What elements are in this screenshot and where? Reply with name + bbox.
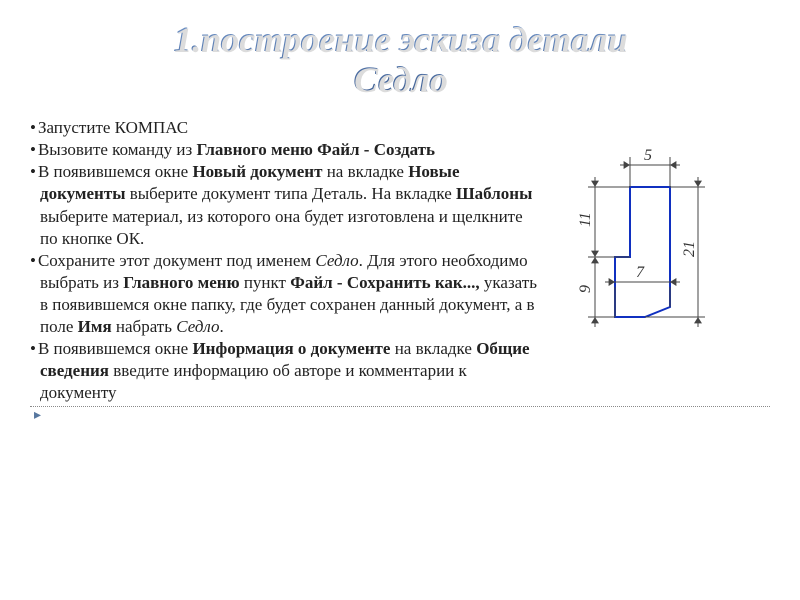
dim-label: 5 bbox=[644, 147, 652, 164]
text-run: Седло bbox=[176, 317, 219, 336]
dim-label: 11 bbox=[577, 212, 594, 227]
slide: 1.построение эскиза детали Седло Запусти… bbox=[0, 0, 800, 600]
text-run: на вкладке bbox=[390, 339, 476, 358]
title-line2: Седло bbox=[353, 60, 447, 100]
bullet-item: Вызовите команду из Главного меню Файл -… bbox=[30, 139, 540, 161]
text-run: Имя bbox=[78, 317, 112, 336]
diagram-column: 5 21 11 9 7 bbox=[540, 117, 770, 347]
text-run: выберите документ типа Деталь. На вкладк… bbox=[125, 184, 456, 203]
text-run: Шаблоны bbox=[456, 184, 532, 203]
text-run: Седло bbox=[315, 251, 358, 270]
text-run: на вкладке bbox=[322, 162, 408, 181]
text-run: . bbox=[220, 317, 224, 336]
text-run: В появившемся окне bbox=[38, 339, 193, 358]
text-run: Файл - Сохранить как..., bbox=[290, 273, 479, 292]
slide-arrow-icon: ▸ bbox=[30, 407, 770, 424]
text-run: В появившемся окне bbox=[38, 162, 193, 181]
slide-title: 1.построение эскиза детали Седло bbox=[30, 20, 770, 99]
bullet-item: Сохраните этот документ под именем Седло… bbox=[30, 250, 540, 338]
dim-label: 21 bbox=[681, 241, 698, 257]
bullet-item: В появившемся окне Информация о документ… bbox=[30, 338, 540, 404]
text-run: Вызовите команду из bbox=[38, 140, 197, 159]
sketch-diagram: 5 21 11 9 7 bbox=[540, 127, 770, 347]
dim-label: 9 bbox=[577, 285, 594, 293]
text-run: Главного меню Файл - Создать bbox=[197, 140, 436, 159]
text-run: Запустите КОМПАС bbox=[38, 118, 188, 137]
part-outline bbox=[615, 187, 670, 317]
text-run: Новый документ bbox=[192, 162, 322, 181]
text-run: набрать bbox=[112, 317, 177, 336]
bullet-item: Запустите КОМПАС bbox=[30, 117, 540, 139]
text-run: выберите материал, из которого она будет… bbox=[40, 207, 523, 248]
text-column: Запустите КОМПАС Вызовите команду из Глав… bbox=[30, 117, 540, 404]
text-run: Информация о документе bbox=[192, 339, 390, 358]
content-row: Запустите КОМПАС Вызовите команду из Глав… bbox=[30, 117, 770, 404]
title-line1: 1.построение эскиза детали bbox=[173, 20, 627, 60]
text-run: пункт bbox=[240, 273, 291, 292]
bullet-item: В появившемся окне Новый документ на вкл… bbox=[30, 161, 540, 249]
dim-label: 7 bbox=[636, 264, 645, 281]
text-run: Сохраните этот документ под именем bbox=[38, 251, 315, 270]
text-run: Главного меню bbox=[123, 273, 239, 292]
